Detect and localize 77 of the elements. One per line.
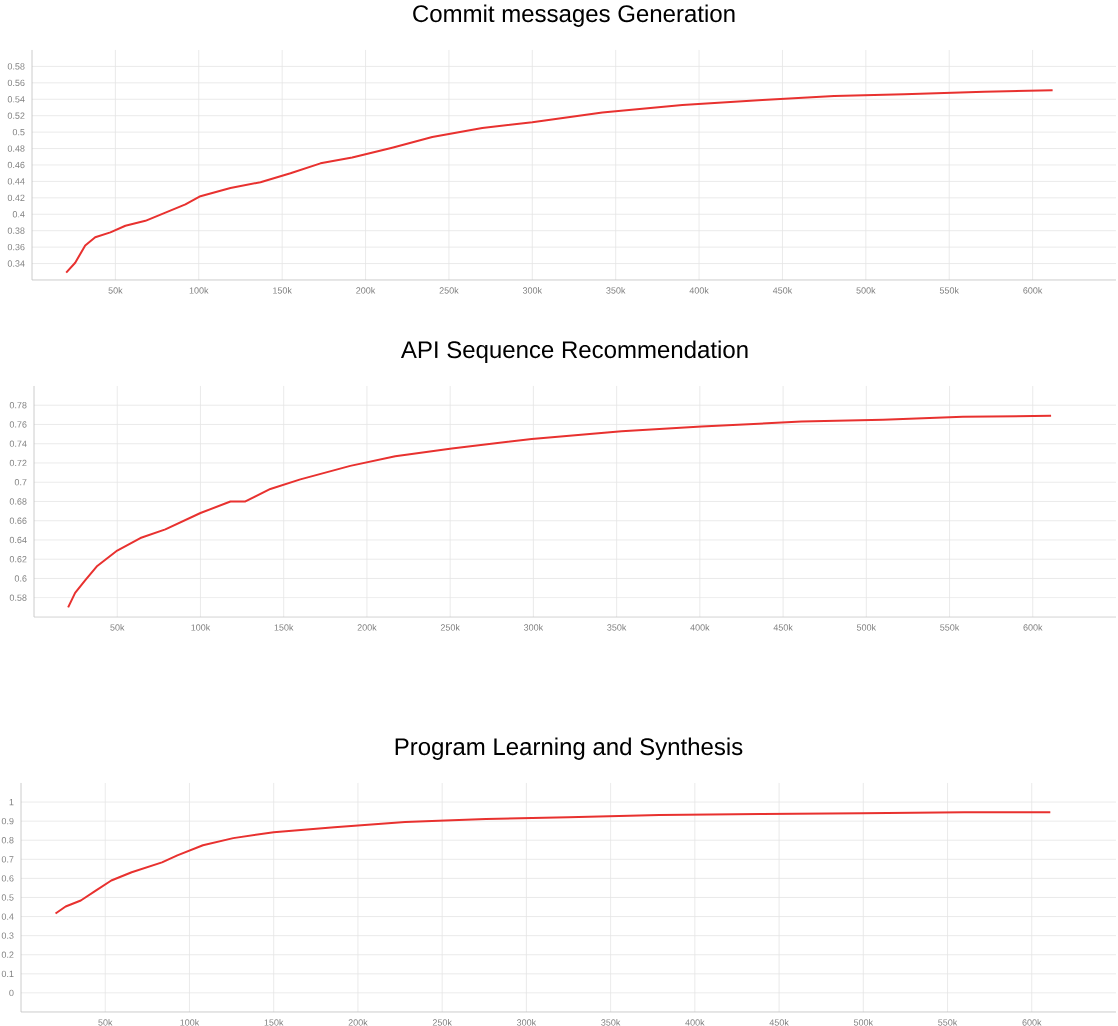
x-tick-label: 300k: [516, 1019, 537, 1026]
x-tick-label: 250k: [439, 287, 459, 294]
y-tick-label: 0.8: [1, 837, 14, 844]
x-tick-label: 50k: [98, 1019, 113, 1026]
x-tick-label: 150k: [274, 624, 294, 631]
x-tick-label: 400k: [685, 1019, 705, 1026]
chart-title: API Sequence Recommendation: [400, 340, 748, 363]
x-tick-label: 400k: [690, 624, 710, 631]
y-tick-label: 0.46: [7, 161, 25, 169]
x-tick-label: 350k: [607, 624, 627, 631]
x-tick-label: 500k: [856, 287, 876, 294]
y-tick-label: 0.34: [7, 260, 25, 267]
x-tick-label: 250k: [440, 624, 460, 631]
chart-title: Commit messages Generation: [413, 4, 735, 27]
x-tick-label: 150k: [264, 1019, 284, 1026]
x-tick-label: 350k: [601, 1019, 621, 1026]
x-tick-label: 450k: [772, 287, 793, 294]
y-tick-label: 0.6: [1, 875, 14, 882]
y-tick-label: 0.54: [7, 96, 25, 103]
x-tick-label: 550k: [939, 287, 959, 294]
x-tick-label: 250k: [432, 1019, 452, 1026]
x-tick-label: 450k: [769, 1019, 789, 1026]
y-tick-label: 0.78: [9, 402, 27, 409]
y-tick-label: 0.76: [9, 421, 27, 428]
line-series: [65, 89, 1054, 274]
y-tick-label: 0.9: [1, 817, 14, 825]
y-tick-label: 0.5: [1, 894, 14, 901]
x-tick-label: 100k: [191, 624, 211, 631]
x-tick-label: 350k: [606, 287, 626, 294]
x-tick-label: 50k: [108, 287, 123, 294]
y-tick-label: 0.58: [9, 594, 27, 601]
y-tick-label: 0.66: [9, 517, 27, 524]
x-tick-label: 500k: [856, 624, 877, 631]
x-tick-label: 300k: [522, 287, 543, 294]
y-tick-label: 0.2: [1, 951, 14, 958]
y-tick-label: 0.58: [7, 63, 25, 70]
y-tick-label: 0.7: [14, 479, 27, 486]
x-tick-label: 100k: [189, 287, 209, 294]
x-tick-label: 550k: [938, 1019, 958, 1026]
y-tick-label: 0.74: [9, 440, 27, 447]
y-tick-label: 0.48: [7, 145, 25, 152]
x-tick-label: 550k: [940, 624, 960, 631]
y-tick-label: 0.52: [7, 112, 25, 119]
x-tick-label: 600k: [1022, 1019, 1042, 1026]
y-tick-label: 0.72: [9, 459, 27, 467]
y-tick-label: 0.1: [1, 970, 14, 978]
x-tick-label: 450k: [773, 624, 793, 631]
x-tick-label: 200k: [348, 1019, 368, 1026]
x-tick-label: 150k: [273, 287, 292, 294]
chart-title: Program Learning and Synthesis: [395, 737, 743, 760]
y-tick-label: 0.7: [1, 856, 14, 863]
x-tick-label: 600k: [1023, 287, 1043, 294]
y-tick-label: 0.42: [7, 194, 25, 202]
y-tick-label: 0.56: [7, 79, 25, 87]
x-tick-label: 50k: [110, 624, 125, 631]
x-tick-label: 300k: [523, 624, 544, 631]
y-tick-label: 0.64: [9, 536, 27, 544]
y-tick-label: 0.44: [7, 178, 25, 185]
y-tick-label: 0.4: [1, 913, 14, 920]
y-tick-label: 0.3: [1, 932, 14, 939]
x-tick-label: 600k: [1023, 624, 1043, 631]
y-tick-label: 0.38: [7, 227, 25, 234]
x-tick-label: 100k: [180, 1019, 200, 1026]
x-tick-label: 200k: [356, 287, 376, 294]
x-tick-label: 400k: [689, 287, 709, 294]
x-tick-label: 500k: [853, 1019, 874, 1026]
x-tick-label: 200k: [357, 624, 377, 631]
line-series: [67, 414, 1053, 609]
y-tick-label: 1: [9, 798, 14, 806]
y-tick-label: 0.5: [12, 128, 25, 136]
y-tick-label: 0.6: [14, 575, 27, 582]
y-tick-label: 0.68: [9, 498, 27, 505]
y-tick-label: 0: [9, 989, 14, 997]
y-tick-label: 0.4: [12, 211, 25, 218]
y-tick-label: 0.36: [7, 243, 25, 251]
y-tick-label: 0.62: [9, 556, 27, 563]
line-series: [54, 811, 1052, 915]
